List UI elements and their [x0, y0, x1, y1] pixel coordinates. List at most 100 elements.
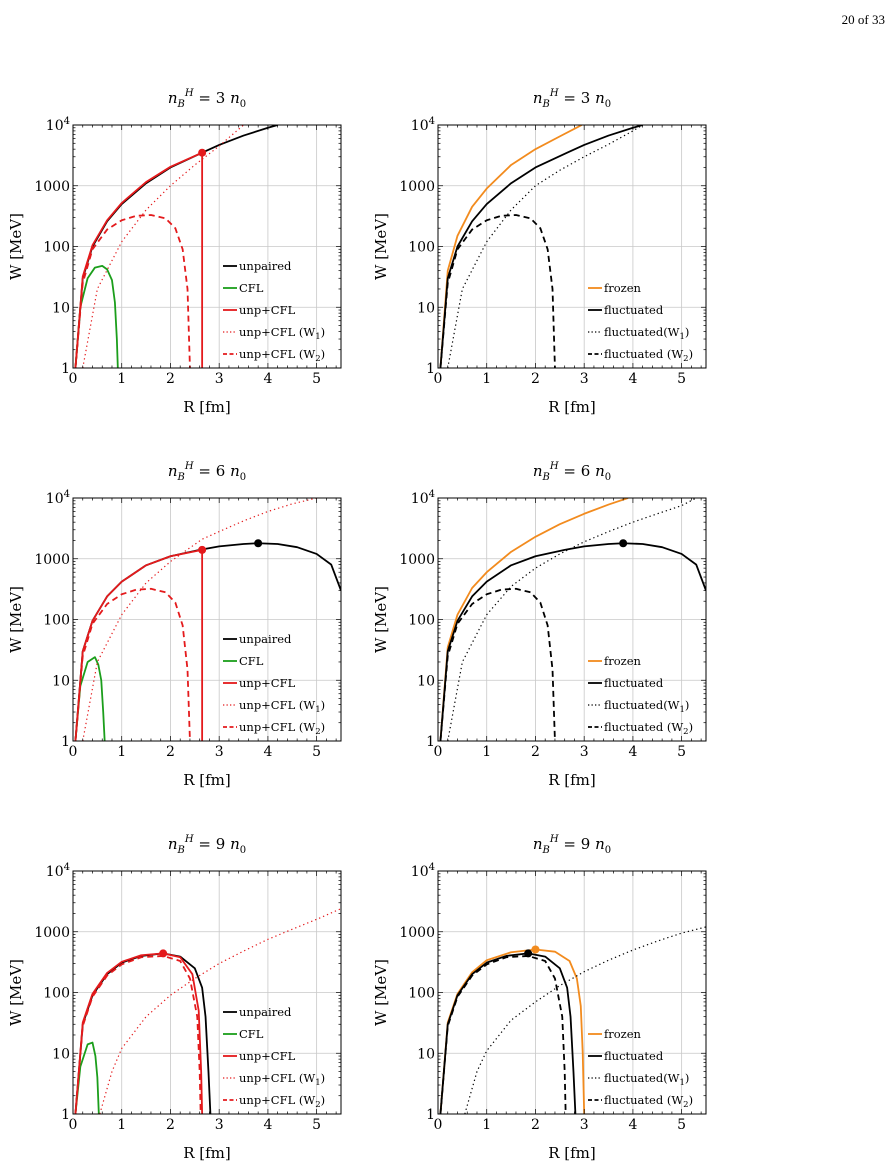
y-tick-label: 1 [426, 1107, 435, 1123]
legend-label: CFL [239, 1027, 264, 1041]
y-tick-label: 10 [52, 1046, 70, 1062]
legend: frozen fluctuated fluctuated(W1) fluctuated… [588, 1027, 693, 1110]
legend-label: unp+CFL (W1) [239, 325, 325, 342]
y-tick-label: 10 [52, 300, 70, 316]
x-tick-label: 5 [677, 744, 686, 760]
legend-label: fluctuated [604, 1049, 664, 1063]
y-tick-label: 100 [408, 986, 435, 1002]
y-tick-label: 100 [408, 613, 435, 629]
series-line-4 [74, 587, 191, 741]
x-tick-label: 5 [312, 371, 321, 387]
series-line-3 [439, 214, 556, 368]
y-axis-label: W [MeV] [372, 959, 390, 1026]
grid [438, 498, 706, 741]
legend-label: unp+CFL (W2) [239, 347, 325, 364]
x-tick-label: 4 [263, 371, 272, 387]
panel-title: nBH = 3 n0 [533, 88, 611, 110]
plot-area [74, 125, 278, 368]
panel-title: nBH = 3 n0 [168, 88, 246, 110]
marker-point-1 [524, 949, 533, 958]
panel-title: nBH = 9 n0 [168, 834, 246, 856]
panel-title: nBH = 6 n0 [168, 461, 246, 483]
plot-area [74, 498, 341, 741]
legend: unpaired CFL unp+CFL unp+CFL (W1) unp+CFL (W… [223, 632, 325, 737]
x-tick-label: 0 [69, 1117, 78, 1133]
series-line-1 [74, 1041, 100, 1114]
legend-label: fluctuated (W2) [604, 347, 693, 364]
grid [438, 125, 706, 368]
x-axis-label: R [fm] [183, 398, 231, 416]
x-tick-label: 3 [215, 1117, 224, 1133]
y-axis-label: W [MeV] [7, 959, 25, 1026]
series-line-3 [82, 498, 319, 741]
y-axis-label: W [MeV] [7, 213, 25, 280]
y-tick-label: 1000 [34, 179, 70, 195]
series-line-2 [74, 548, 204, 741]
y-tick-label: 1 [61, 361, 70, 377]
x-tick-label: 5 [677, 371, 686, 387]
marker-point-0 [531, 945, 540, 954]
x-tick-label: 3 [580, 371, 589, 387]
plot-area [439, 926, 706, 1114]
legend-label: fluctuated [604, 303, 664, 317]
y-tick-label: 100 [43, 240, 70, 256]
legend-label: unp+CFL [239, 1049, 296, 1063]
x-tick-label: 0 [69, 744, 78, 760]
marker-point-0 [159, 949, 168, 958]
legend-label: fluctuated(W1) [604, 325, 689, 342]
grid [73, 125, 341, 368]
legend-label: fluctuated(W1) [604, 1071, 689, 1088]
y-tick-label: 10 [52, 673, 70, 689]
x-tick-label: 0 [69, 371, 78, 387]
y-tick-label: 10 [417, 300, 435, 316]
series-line-3 [99, 908, 341, 1114]
series-line-2 [74, 151, 204, 368]
legend-label: unp+CFL (W2) [239, 1093, 325, 1110]
legend-label: unp+CFL (W1) [239, 698, 325, 715]
x-tick-label: 4 [628, 744, 637, 760]
y-tick-label-top: 104 [46, 862, 70, 880]
x-tick-label: 4 [628, 371, 637, 387]
plot-area [439, 125, 643, 368]
series-line-3 [439, 955, 567, 1114]
x-tick-label: 1 [117, 1117, 126, 1133]
x-tick-label: 3 [580, 744, 589, 760]
series-line-1 [439, 125, 643, 368]
y-tick-label: 100 [43, 613, 70, 629]
x-axis-label: R [fm] [548, 398, 596, 416]
x-axis-label: R [fm] [183, 771, 231, 789]
series-line-0 [439, 498, 629, 741]
x-tick-label: 2 [531, 371, 540, 387]
x-tick-label: 2 [166, 371, 175, 387]
series-line-1 [74, 264, 119, 368]
x-tick-label: 2 [531, 1117, 540, 1133]
legend: frozen fluctuated fluctuated(W1) fluctuated… [588, 654, 693, 737]
plot-area [74, 908, 341, 1114]
series-line-4 [74, 214, 191, 368]
grid [73, 498, 341, 741]
legend: unpaired CFL unp+CFL unp+CFL (W1) unp+CFL (W… [223, 1005, 325, 1110]
legend-label: fluctuated (W2) [604, 720, 693, 737]
x-tick-label: 1 [482, 371, 491, 387]
x-tick-label: 3 [580, 1117, 589, 1133]
y-tick-label: 10 [417, 1046, 435, 1062]
y-tick-label: 1000 [34, 552, 70, 568]
y-tick-label: 100 [408, 240, 435, 256]
y-tick-label-top: 104 [46, 116, 70, 134]
y-axis-label: W [MeV] [372, 586, 390, 653]
y-tick-label: 1000 [399, 179, 435, 195]
series-line-3 [439, 587, 556, 741]
x-tick-label: 2 [531, 744, 540, 760]
legend-label: unp+CFL (W1) [239, 1071, 325, 1088]
y-tick-label: 100 [43, 986, 70, 1002]
y-tick-label: 10 [417, 673, 435, 689]
x-tick-label: 4 [263, 744, 272, 760]
x-tick-label: 1 [117, 744, 126, 760]
legend-label: unp+CFL [239, 303, 296, 317]
legend-label: fluctuated (W2) [604, 1093, 693, 1110]
series-line-2 [74, 952, 204, 1114]
